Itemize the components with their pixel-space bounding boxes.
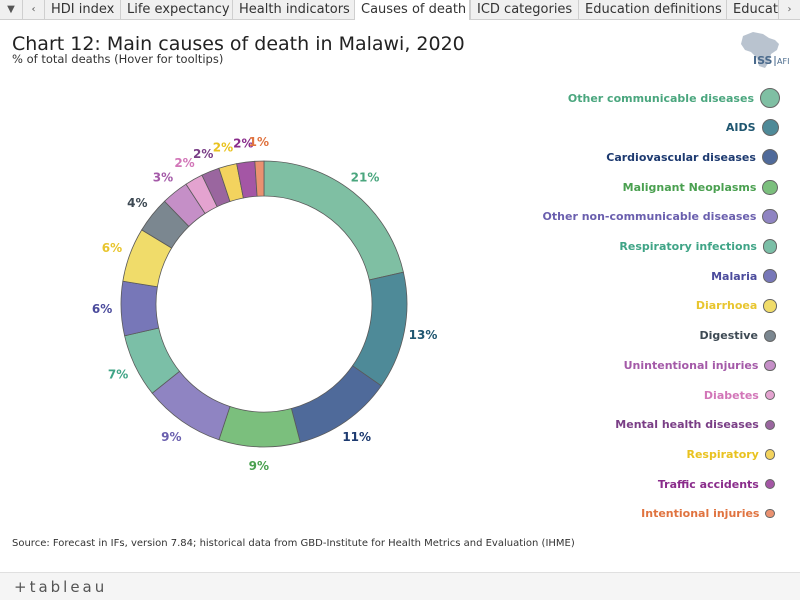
legend-label: Malaria bbox=[711, 269, 758, 283]
tab-scroll-left-icon[interactable]: ‹ bbox=[22, 0, 44, 19]
slice-label-unintentional-injuries: 3% bbox=[153, 170, 173, 184]
donut-chart[interactable]: 21%13%11%9%9%7%6%6%4%3%2%2% 2% 2%1% bbox=[0, 0, 540, 530]
legend-marker-icon bbox=[764, 478, 776, 490]
tab-causes-of-death[interactable]: Causes of death bbox=[354, 0, 470, 20]
donut-slice-malaria[interactable] bbox=[120, 280, 160, 337]
legend-item-other-non-communicable-diseases[interactable]: Other non-communicable diseases bbox=[543, 207, 780, 227]
tab-hdi-index[interactable]: HDI index bbox=[44, 0, 120, 19]
tab-bar: ▼ ‹ HDI index Life expectancy Health ind… bbox=[0, 0, 800, 20]
legend-marker-icon bbox=[764, 419, 776, 430]
legend-label: Digestive bbox=[699, 329, 758, 343]
donut-slice-aids[interactable] bbox=[352, 271, 408, 387]
slice-label-other-communicable-diseases: 21% bbox=[351, 170, 380, 184]
chart-title: Chart 12: Main causes of death in Malawi… bbox=[12, 33, 465, 55]
tableau-footer: +tableau bbox=[0, 572, 800, 600]
legend-label: Cardiovascular diseases bbox=[606, 150, 756, 164]
legend-item-digestive[interactable]: Digestive bbox=[700, 326, 781, 346]
slice-label-aids: 13% bbox=[409, 328, 438, 342]
legend-label: Respiratory infections bbox=[619, 240, 757, 253]
legend-item-cardiovascular-diseases[interactable]: Cardiovascular diseases bbox=[606, 147, 780, 167]
legend-item-aids[interactable]: AIDS bbox=[726, 118, 780, 138]
legend-item-mental-health-diseases[interactable]: Mental health diseases bbox=[615, 415, 780, 435]
legend-marker-icon bbox=[761, 149, 779, 166]
legend-marker-icon bbox=[760, 88, 780, 108]
tab-life-expectancy[interactable]: Life expectancy bbox=[120, 0, 232, 19]
logo-text-sub: AFI bbox=[777, 57, 789, 66]
slice-label-respiratory-infections: 7% bbox=[108, 367, 128, 381]
legend-label: Other communicable diseases bbox=[567, 91, 754, 105]
legend-label: Traffic accidents bbox=[657, 477, 759, 491]
legend-label: Malignant Neoplasms bbox=[622, 180, 757, 194]
legend-item-unintentional-injuries[interactable]: Unintentional injuries bbox=[624, 355, 780, 375]
legend-label: Diabetes bbox=[703, 388, 759, 402]
slice-label-other-non-communicable-diseases: 9% bbox=[161, 430, 181, 444]
iss-africa-logo: ISS AFI bbox=[741, 32, 789, 68]
legend-label: Unintentional injuries bbox=[623, 358, 759, 372]
legend-marker-icon bbox=[764, 449, 776, 460]
legend-item-traffic-accidents[interactable]: Traffic accidents bbox=[658, 474, 780, 494]
legend-marker-icon bbox=[763, 329, 777, 342]
donut-slice-other-communicable-diseases[interactable] bbox=[263, 160, 404, 281]
legend-label: Other non-communicable diseases bbox=[542, 210, 757, 224]
legend-marker-icon bbox=[762, 209, 778, 225]
legend-marker-icon bbox=[764, 389, 776, 401]
legend-marker-icon bbox=[763, 299, 777, 313]
legend-marker-icon bbox=[761, 119, 779, 137]
legend-item-intentional-injuries[interactable]: Intentional injuries bbox=[641, 504, 780, 524]
legend-label: AIDS bbox=[725, 121, 756, 135]
tab-educat[interactable]: Educat bbox=[726, 0, 778, 19]
donut-slice-malignant-neoplasms[interactable] bbox=[218, 405, 301, 448]
slice-label-cardiovascular-diseases: 11% bbox=[342, 430, 371, 444]
legend-marker-icon bbox=[762, 239, 778, 254]
legend-label: Mental health diseases bbox=[615, 418, 759, 432]
legend-item-malignant-neoplasms[interactable]: Malignant Neoplasms bbox=[623, 177, 780, 197]
legend-label: Diarrhoea bbox=[695, 299, 758, 313]
slice-label-respiratory: 2% bbox=[213, 140, 233, 154]
slice-label-traffic-accidents: 2% bbox=[233, 136, 253, 150]
logo-text-main: ISS bbox=[753, 54, 773, 67]
legend-item-diabetes[interactable]: Diabetes bbox=[704, 385, 780, 405]
slice-label-diarrhoea: 6% bbox=[102, 241, 122, 255]
tab-health-indicators[interactable]: Health indicators bbox=[232, 0, 354, 19]
legend-marker-icon bbox=[765, 509, 775, 519]
tableau-logo[interactable]: +tableau bbox=[14, 578, 108, 596]
legend-item-other-communicable-diseases[interactable]: Other communicable diseases bbox=[568, 88, 780, 108]
legend-marker-icon bbox=[764, 359, 776, 371]
legend-label: Respiratory bbox=[686, 447, 759, 461]
tab-scroll-right-icon[interactable]: › bbox=[778, 0, 800, 19]
tab-icd-categories[interactable]: ICD categories bbox=[470, 0, 578, 19]
chart-subtitle: % of total deaths (Hover for tooltips) bbox=[12, 52, 224, 66]
legend-item-malaria[interactable]: Malaria bbox=[711, 266, 780, 286]
slice-label-diabetes: 2% bbox=[174, 156, 194, 170]
legend-item-respiratory[interactable]: Respiratory bbox=[686, 444, 780, 464]
legend-marker-icon bbox=[762, 179, 778, 195]
slice-label-digestive: 4% bbox=[127, 196, 147, 210]
legend-label: Intentional injuries bbox=[641, 507, 760, 521]
donut-slice-intentional-injuries[interactable] bbox=[254, 160, 265, 197]
source-note: Source: Forecast in IFs, version 7.84; h… bbox=[12, 538, 575, 549]
legend-item-diarrhoea[interactable]: Diarrhoea bbox=[696, 296, 780, 316]
legend-marker-icon bbox=[763, 269, 777, 283]
slice-label-intentional-injuries: 1% bbox=[249, 135, 269, 149]
tab-menu-icon[interactable]: ▼ bbox=[7, 4, 15, 15]
tab-education-definitions[interactable]: Education definitions bbox=[578, 0, 726, 19]
legend-item-respiratory-infections[interactable]: Respiratory infections bbox=[619, 237, 780, 257]
slice-label-malaria: 6% bbox=[92, 302, 112, 316]
slice-label-mental-health-diseases: 2% bbox=[193, 147, 213, 161]
slice-label-malignant-neoplasms: 9% bbox=[249, 459, 269, 473]
